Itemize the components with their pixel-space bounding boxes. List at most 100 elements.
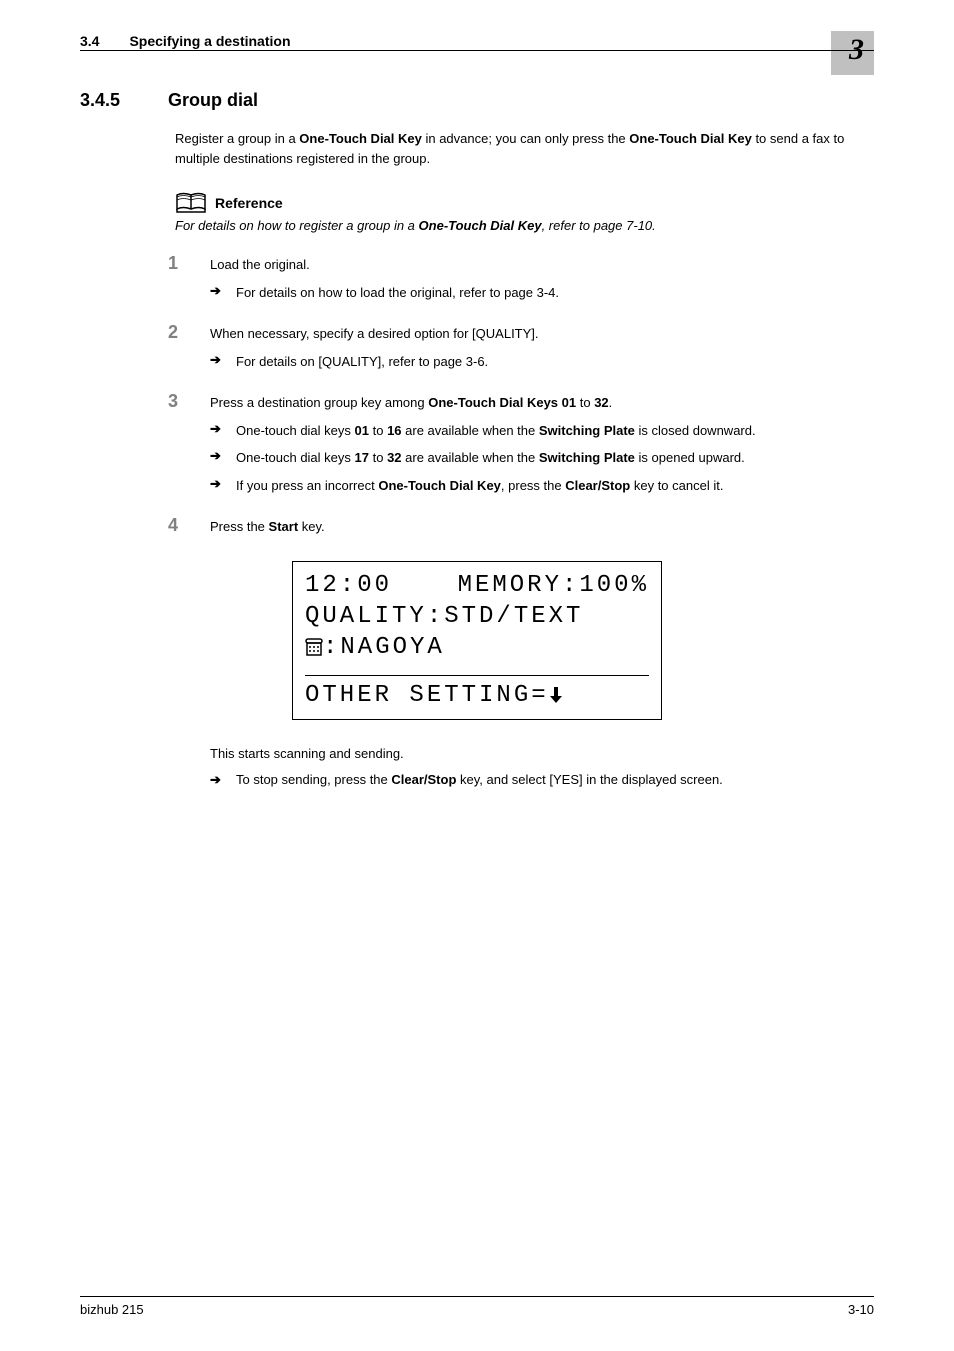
step-3-content: Press a destination group key among One-…: [210, 393, 874, 495]
step-4-block: 4 Press the Start key.: [80, 515, 874, 537]
subsection-number: 3.4.5: [80, 90, 120, 111]
reference-header: Reference: [175, 192, 874, 214]
reference-text: For details on how to register a group i…: [175, 218, 874, 233]
s3b2-p4: key to cancel it.: [630, 478, 723, 493]
plb-p1: Clear/Stop: [391, 772, 456, 787]
down-arrow-icon: [549, 687, 563, 703]
reference-label: Reference: [215, 195, 283, 211]
lcd-destination-row: :NAGOYA: [305, 632, 649, 663]
book-icon: [175, 192, 207, 214]
step-4-content: Press the Start key.: [210, 517, 874, 537]
step-3-block: 3 Press a destination group key among On…: [80, 391, 874, 495]
s3b1-p3: 32: [387, 450, 401, 465]
step-1-number: 1: [168, 253, 182, 274]
step-2-bullet-0-text: For details on [QUALITY], refer to page …: [236, 352, 488, 372]
intro-part-0: Register a group in a: [175, 131, 299, 146]
ref-part-0: For details on how to register a group i…: [175, 218, 419, 233]
lcd-divider: [305, 675, 649, 676]
step-3-bullet-1: ➔ One-touch dial keys 17 to 32 are avail…: [210, 448, 874, 468]
arrow-icon: ➔: [210, 352, 226, 372]
s3b0-p5: Switching Plate: [539, 423, 635, 438]
s3b2-p3: Clear/Stop: [565, 478, 630, 493]
step-1-block: 1 Load the original. ➔ For details on ho…: [80, 253, 874, 302]
lcd-time: 12:00: [305, 570, 392, 601]
footer-divider: [80, 1296, 874, 1297]
intro-part-3: One-Touch Dial Key: [629, 131, 752, 146]
subsection-header: 3.4.5 Group dial: [80, 90, 874, 111]
page-footer: bizhub 215 3-10: [80, 1302, 874, 1317]
step-1-bullet-0-text: For details on how to load the original,…: [236, 283, 559, 303]
lcd-row-1: 12:00 MEMORY:100%: [305, 570, 649, 601]
footer-left: bizhub 215: [80, 1302, 144, 1317]
ref-part-1: One-Touch Dial Key: [419, 218, 542, 233]
s3b0-p0: One-touch dial keys: [236, 423, 355, 438]
header-section-title: Specifying a destination: [129, 33, 290, 49]
post-lcd-block: This starts scanning and sending. ➔ To s…: [210, 744, 874, 789]
s3b0-p1: 01: [355, 423, 369, 438]
step-1-bullet-0: ➔ For details on how to load the origina…: [210, 283, 874, 303]
arrow-icon: ➔: [210, 476, 226, 496]
step-2-number: 2: [168, 322, 182, 343]
step-3-bullet-2: ➔ If you press an incorrect One-Touch Di…: [210, 476, 874, 496]
arrow-icon: ➔: [210, 770, 226, 790]
step-4-number: 4: [168, 515, 182, 536]
step-3-number: 3: [168, 391, 182, 412]
subsection-title: Group dial: [168, 90, 258, 111]
step-3-bullet-0: ➔ One-touch dial keys 01 to 16 are avail…: [210, 421, 874, 441]
step-2-bullet-0: ➔ For details on [QUALITY], refer to pag…: [210, 352, 874, 372]
s3b1-p5: Switching Plate: [539, 450, 635, 465]
intro-paragraph: Register a group in a One-Touch Dial Key…: [175, 129, 874, 168]
footer-right: 3-10: [848, 1302, 874, 1317]
s3b2-p1: One-Touch Dial Key: [378, 478, 501, 493]
lcd-destination: :NAGOYA: [323, 634, 445, 661]
s3b1-p2: to: [369, 450, 387, 465]
header-left: 3.4 Specifying a destination: [80, 33, 291, 49]
s3b1-p4: are available when the: [402, 450, 539, 465]
s3b1-p1: 17: [355, 450, 369, 465]
step-3-bullet-2-text: If you press an incorrect One-Touch Dial…: [236, 476, 723, 496]
page-header: 3.4 Specifying a destination 3: [80, 33, 874, 75]
lcd-other-row: OTHER SETTING=: [305, 680, 649, 711]
s3b0-p2: to: [369, 423, 387, 438]
step-1-content: Load the original. ➔ For details on how …: [210, 255, 874, 302]
s3b2-p0: If you press an incorrect: [236, 478, 378, 493]
s3b1-p6: is opened upward.: [635, 450, 745, 465]
lcd-memory: MEMORY:100%: [458, 570, 649, 601]
arrow-icon: ➔: [210, 448, 226, 468]
reference-block: Reference For details on how to register…: [175, 192, 874, 233]
s4-p2: key.: [298, 519, 325, 534]
header-section-num: 3.4: [80, 33, 99, 49]
s3b0-p6: is closed downward.: [635, 423, 756, 438]
header-divider: [80, 50, 874, 51]
lcd-other: OTHER SETTING=: [305, 682, 549, 709]
step-2: 2 When necessary, specify a desired opti…: [168, 322, 874, 371]
s3b0-p4: are available when the: [402, 423, 539, 438]
step-3-bullet-1-text: One-touch dial keys 17 to 32 are availab…: [236, 448, 745, 468]
arrow-icon: ➔: [210, 283, 226, 303]
step-2-block: 2 When necessary, specify a desired opti…: [80, 322, 874, 371]
intro-part-1: One-Touch Dial Key: [299, 131, 422, 146]
s4-p0: Press the: [210, 519, 269, 534]
s3-p3: 32: [594, 395, 608, 410]
chapter-badge: 3: [831, 31, 874, 75]
step-4: 4 Press the Start key.: [168, 515, 874, 537]
arrow-icon: ➔: [210, 421, 226, 441]
step-1: 1 Load the original. ➔ For details on ho…: [168, 253, 874, 302]
s4-p1: Start: [269, 519, 299, 534]
post-lcd-bullet: ➔ To stop sending, press the Clear/Stop …: [210, 770, 874, 790]
step-3: 3 Press a destination group key among On…: [168, 391, 874, 495]
s3-p4: .: [609, 395, 613, 410]
post-lcd-text: This starts scanning and sending.: [210, 744, 874, 764]
lcd-quality: QUALITY:STD/TEXT: [305, 601, 649, 632]
s3-p0: Press a destination group key among: [210, 395, 428, 410]
s3b2-p2: , press the: [501, 478, 565, 493]
s3-p1: One-Touch Dial Keys 01: [428, 395, 576, 410]
step-3-bullet-0-text: One-touch dial keys 01 to 16 are availab…: [236, 421, 756, 441]
ref-part-2: , refer to page 7-10.: [542, 218, 656, 233]
plb-p0: To stop sending, press the: [236, 772, 391, 787]
s3b0-p3: 16: [387, 423, 401, 438]
phone-icon: [305, 637, 323, 657]
step-1-text: Load the original.: [210, 255, 874, 275]
plb-p2: key, and select [YES] in the displayed s…: [456, 772, 722, 787]
lcd-display: 12:00 MEMORY:100% QUALITY:STD/TEXT :NAGO…: [292, 561, 662, 721]
